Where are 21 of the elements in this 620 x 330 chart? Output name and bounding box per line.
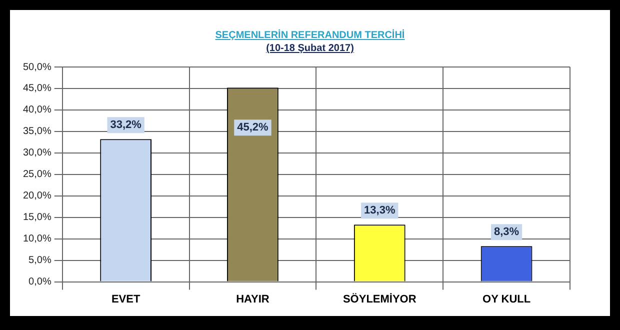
y-tick-label: 10,0%: [22, 234, 52, 245]
y-tick-label: 15,0%: [22, 212, 52, 224]
y-tick-label: 50,0%: [22, 62, 52, 73]
y-tick-label: 25,0%: [22, 169, 52, 180]
y-tick-label: 35,0%: [22, 126, 52, 138]
x-tick-label: SÖYLEMİYOR: [342, 292, 416, 306]
data-label: 33,2%: [110, 119, 142, 132]
y-tick-label: 30,0%: [22, 148, 52, 159]
data-label: 8,3%: [494, 226, 520, 238]
data-label: 13,3%: [364, 204, 396, 217]
y-tick-label: 45,0%: [22, 83, 52, 94]
chart-title: SEÇMENLERİN REFERANDUM TERCİHİ: [214, 30, 406, 41]
x-tick-label: HAYIR: [236, 293, 270, 306]
y-tick-label: 40,0%: [22, 104, 52, 116]
x-tick-label: OY KULL: [482, 293, 531, 306]
y-tick-label: 5,0%: [28, 255, 52, 266]
y-tick-label: 0,0%: [28, 276, 52, 288]
data-label: 45,2%: [237, 122, 269, 134]
chart-subtitle: (10-18 Şubat 2017): [265, 43, 355, 54]
x-tick-label: EVET: [111, 293, 140, 306]
y-tick-label: 20,0%: [22, 190, 52, 202]
